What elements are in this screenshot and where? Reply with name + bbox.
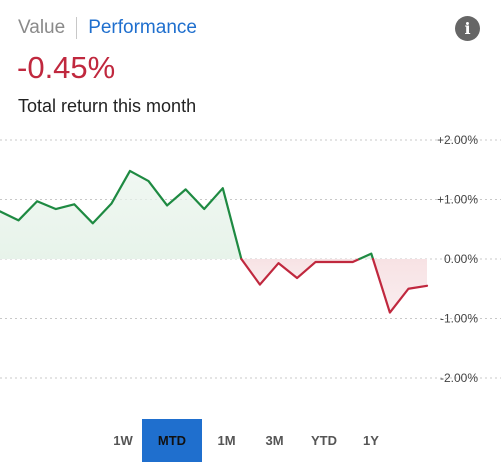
y-tick-label: +1.00% xyxy=(437,193,478,207)
data-point xyxy=(333,261,335,263)
range-button-1m[interactable]: 1M xyxy=(217,433,236,448)
info-icon[interactable]: i xyxy=(455,16,480,41)
data-point xyxy=(73,203,75,205)
y-tick-label: +2.00% xyxy=(437,133,478,147)
tab-performance[interactable]: Performance xyxy=(88,17,197,38)
data-point xyxy=(296,277,298,279)
range-selector: 1W MTD 1M 3M YTD 1Y xyxy=(104,419,392,462)
toggle-divider xyxy=(76,17,78,39)
range-button-ytd[interactable]: YTD xyxy=(311,433,337,448)
info-glyph: i xyxy=(464,19,471,38)
data-point xyxy=(203,208,205,210)
data-point xyxy=(55,208,57,210)
negative-area xyxy=(241,259,360,285)
negative-series-line xyxy=(371,257,429,314)
view-toggle: Value Performance xyxy=(18,14,197,42)
data-point xyxy=(352,261,354,263)
range-button-1w[interactable]: 1W xyxy=(113,433,133,448)
tab-value[interactable]: Value xyxy=(18,17,66,38)
range-button-1y[interactable]: 1Y xyxy=(363,433,379,448)
performance-chart: +2.00% +1.00% 0.00% -1.00% -2.00% xyxy=(0,133,501,385)
range-button-3m[interactable]: 3M xyxy=(265,433,284,448)
data-point xyxy=(110,203,112,205)
y-tick-label: -2.00% xyxy=(440,371,478,385)
positive-series-line xyxy=(0,169,243,261)
data-point xyxy=(148,180,150,182)
data-point xyxy=(426,285,428,287)
data-point xyxy=(370,253,372,255)
y-tick-label: -1.00% xyxy=(440,312,478,326)
total-return-caption: Total return this month xyxy=(18,96,197,116)
data-point xyxy=(277,262,279,264)
data-point xyxy=(389,312,391,314)
data-point xyxy=(315,261,317,263)
data-point xyxy=(185,188,187,190)
range-button-mtd[interactable]: MTD xyxy=(142,419,202,462)
data-point xyxy=(18,219,20,221)
data-point xyxy=(259,284,261,286)
y-tick-label: 0.00% xyxy=(444,252,478,266)
negative-series-line xyxy=(240,257,361,286)
positive-series-line xyxy=(358,252,375,261)
total-return-value: -0.45% xyxy=(17,50,116,85)
data-point xyxy=(92,222,94,224)
data-point xyxy=(129,170,131,172)
data-point xyxy=(36,200,38,202)
data-point xyxy=(222,187,224,189)
data-point xyxy=(166,204,168,206)
positive-area xyxy=(0,170,242,259)
data-point xyxy=(407,288,409,290)
data-point xyxy=(240,258,242,260)
